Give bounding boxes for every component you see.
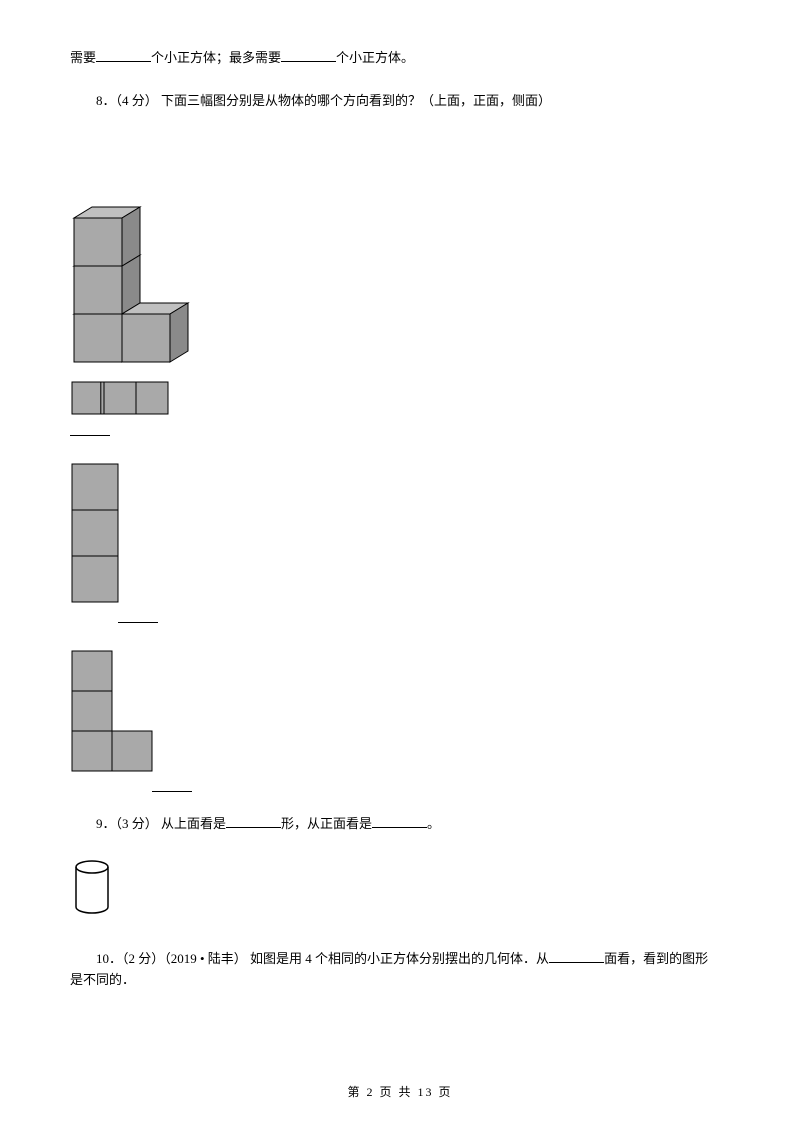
q8-view-b-blank[interactable] <box>118 622 158 623</box>
q8-view-side <box>70 462 730 623</box>
q8-view-top <box>70 380 730 437</box>
q7-pre: 需要 <box>70 50 96 65</box>
q8-view-c-blank[interactable] <box>152 791 192 792</box>
q9-cylinder-figure <box>70 857 730 923</box>
q8-3d-figure <box>70 136 210 366</box>
q9-blank-1[interactable] <box>226 814 281 828</box>
q9-text: 9．（3 分） 从上面看是 形，从正面看是 。 <box>70 814 730 835</box>
q8-text: 8．（4 分） 下面三幅图分别是从物体的哪个方向看到的？（上面，正面，侧面） <box>70 91 730 112</box>
q10-mid: 面看，看到的图形 <box>604 951 708 966</box>
q10-blank-1[interactable] <box>549 949 604 963</box>
q10-post: 是不同的． <box>70 970 730 991</box>
q7-blank-2[interactable] <box>281 48 336 62</box>
q7-blank-1[interactable] <box>96 48 151 62</box>
q9-mid: 形，从正面看是 <box>281 816 372 831</box>
q10-pre: 10．（2 分）（2019 • 陆丰） 如图是用 4 个相同的小正方体分别摆出的… <box>70 949 549 970</box>
q10-text: 10．（2 分）（2019 • 陆丰） 如图是用 4 个相同的小正方体分别摆出的… <box>70 949 730 991</box>
q7-mid: 个小正方体；最多需要 <box>151 50 281 65</box>
q7-tail: 需要 个小正方体；最多需要 个小正方体。 <box>70 48 730 69</box>
q9-pre: 9．（3 分） 从上面看是 <box>96 816 226 831</box>
q9-blank-2[interactable] <box>372 814 427 828</box>
q7-post: 个小正方体。 <box>336 50 414 65</box>
page-footer: 第 2 页 共 13 页 <box>0 1083 800 1102</box>
q8-view-front <box>70 649 730 792</box>
q9-post: 。 <box>427 816 440 831</box>
q8-view-a-blank[interactable] <box>70 435 110 436</box>
